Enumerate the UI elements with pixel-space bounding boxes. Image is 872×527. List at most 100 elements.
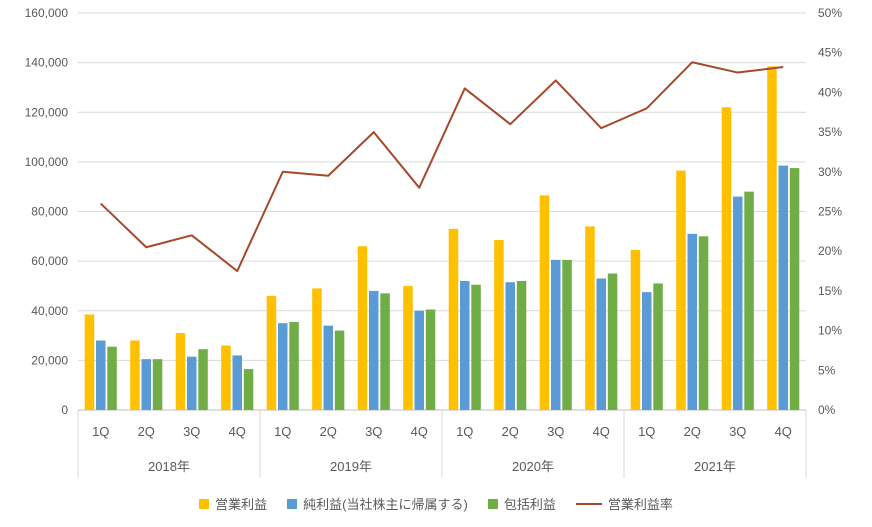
right-axis-tick-label: 20% bbox=[818, 244, 842, 258]
bar-series0-q2 bbox=[175, 333, 186, 410]
bar-series2-q4 bbox=[289, 321, 299, 410]
bar-series1-q6 bbox=[369, 290, 379, 410]
bar-series2-q5 bbox=[334, 330, 345, 410]
bar-series0-q0 bbox=[84, 314, 95, 410]
bar-series1-q2 bbox=[187, 356, 197, 410]
right-axis-tick-label: 5% bbox=[818, 363, 836, 377]
bar-series0-q15 bbox=[767, 66, 777, 411]
legend-item-operating-margin: 営業利益率 bbox=[575, 494, 673, 513]
bar-series2-q14 bbox=[744, 191, 754, 410]
quarter-label: 4Q bbox=[229, 424, 246, 439]
bar-series1-q10 bbox=[551, 259, 561, 410]
bar-series0-q9 bbox=[494, 240, 504, 410]
right-axis-tick-label: 15% bbox=[818, 284, 842, 298]
legend-label: 営業利益率 bbox=[607, 497, 673, 512]
left-axis-tick-label: 40,000 bbox=[31, 304, 68, 318]
quarter-label: 4Q bbox=[775, 424, 792, 439]
quarter-label: 2Q bbox=[502, 424, 519, 439]
quarter-label: 2Q bbox=[320, 424, 337, 439]
legend-label: 純利益(当社株主に帰属する) bbox=[303, 497, 468, 512]
net-profit-swatch bbox=[287, 498, 298, 509]
quarter-label: 3Q bbox=[547, 424, 564, 439]
bar-series2-q1 bbox=[152, 359, 163, 410]
quarter-label: 3Q bbox=[183, 424, 200, 439]
bar-series0-q5 bbox=[312, 288, 322, 410]
bar-series2-q13 bbox=[698, 236, 709, 410]
legend-item-operating-profit: 営業利益 bbox=[199, 494, 267, 513]
right-axis-tick-label: 45% bbox=[818, 46, 842, 60]
operating-margin-line-swatch bbox=[575, 502, 602, 505]
operating-profit-swatch bbox=[199, 498, 210, 509]
right-axis-tick-label: 40% bbox=[818, 85, 842, 99]
bar-series0-q3 bbox=[221, 345, 231, 410]
bar-series2-q7 bbox=[425, 309, 436, 410]
bar-series0-q4 bbox=[266, 295, 277, 410]
year-label: 2021年 bbox=[694, 459, 736, 474]
right-axis-tick-label: 0% bbox=[818, 403, 836, 417]
left-axis-tick-label: 100,000 bbox=[25, 155, 69, 169]
bar-series0-q8 bbox=[448, 228, 459, 410]
right-axis-tick-label: 35% bbox=[818, 125, 842, 139]
year-label: 2019年 bbox=[330, 459, 372, 474]
bar-series2-q10 bbox=[562, 259, 572, 410]
comprehensive-income-swatch bbox=[487, 498, 498, 509]
legend-item-comprehensive-income: 包括利益 bbox=[487, 494, 556, 513]
quarter-label: 1Q bbox=[274, 424, 291, 439]
quarter-label: 1Q bbox=[638, 424, 655, 439]
right-axis-tick-label: 50% bbox=[818, 6, 842, 20]
bar-series2-q15 bbox=[789, 168, 800, 410]
bar-series0-q10 bbox=[539, 195, 550, 410]
bar-series1-q14 bbox=[733, 196, 743, 410]
bar-series1-q7 bbox=[414, 310, 424, 410]
chart-canvas: 0 20,000 40,000 60,000 80,000 100,000 120,000 1… bbox=[25, 6, 842, 478]
quarter-label: 1Q bbox=[92, 424, 109, 439]
bar-series2-q8 bbox=[471, 284, 481, 410]
bar-series1-q15 bbox=[778, 165, 788, 410]
year-label: 2020年 bbox=[512, 459, 554, 474]
chart-legend: 営業利益 純利益(当社株主に帰属する) 包括利益 営業利益率 bbox=[0, 494, 872, 513]
right-axis-tick-label: 30% bbox=[818, 165, 842, 179]
left-axis-tick-label: 60,000 bbox=[31, 254, 68, 268]
left-axis-tick-label: 0 bbox=[61, 403, 68, 417]
bar-series2-q12 bbox=[653, 283, 663, 410]
right-axis-tick-label: 25% bbox=[818, 205, 842, 219]
bar-series0-q14 bbox=[721, 107, 732, 410]
bar-series1-q3 bbox=[232, 355, 242, 410]
left-axis-tick-label: 160,000 bbox=[25, 6, 69, 20]
bar-series0-q6 bbox=[357, 246, 368, 410]
bar-series2-q9 bbox=[516, 280, 527, 410]
bar-series2-q3 bbox=[243, 369, 254, 410]
bar-series1-q12 bbox=[642, 292, 652, 410]
quarter-label: 2Q bbox=[138, 424, 155, 439]
bar-series2-q2 bbox=[198, 349, 208, 410]
quarter-label: 3Q bbox=[729, 424, 746, 439]
bar-series1-q11 bbox=[596, 278, 606, 410]
bar-series0-q11 bbox=[585, 226, 595, 410]
right-axis-tick-label: 10% bbox=[818, 324, 842, 338]
quarter-label: 2Q bbox=[684, 424, 701, 439]
left-axis-tick-label: 80,000 bbox=[31, 205, 68, 219]
bar-series2-q0 bbox=[107, 346, 117, 410]
bar-series1-q9 bbox=[505, 282, 515, 410]
quarter-label: 4Q bbox=[593, 424, 610, 439]
bar-series0-q12 bbox=[630, 249, 641, 410]
operating-margin-line bbox=[100, 61, 784, 273]
legend-item-net-profit: 純利益(当社株主に帰属する) bbox=[287, 494, 468, 513]
quarter-label: 3Q bbox=[365, 424, 382, 439]
left-axis-tick-label: 140,000 bbox=[25, 56, 69, 70]
bar-series1-q4 bbox=[278, 323, 288, 410]
legend-label: 包括利益 bbox=[503, 497, 556, 512]
bar-series1-q13 bbox=[687, 233, 697, 410]
legend-label: 営業利益 bbox=[215, 497, 268, 512]
bar-series0-q13 bbox=[676, 170, 686, 410]
bar-series1-q8 bbox=[460, 280, 470, 410]
bar-series2-q11 bbox=[607, 273, 618, 410]
left-axis-tick-label: 20,000 bbox=[31, 353, 68, 367]
year-label: 2018年 bbox=[148, 459, 190, 474]
bar-series0-q1 bbox=[130, 340, 140, 410]
quarter-label: 4Q bbox=[411, 424, 428, 439]
bar-series1-q1 bbox=[141, 359, 151, 410]
bar-series2-q6 bbox=[380, 293, 390, 410]
bar-series0-q7 bbox=[403, 285, 413, 410]
